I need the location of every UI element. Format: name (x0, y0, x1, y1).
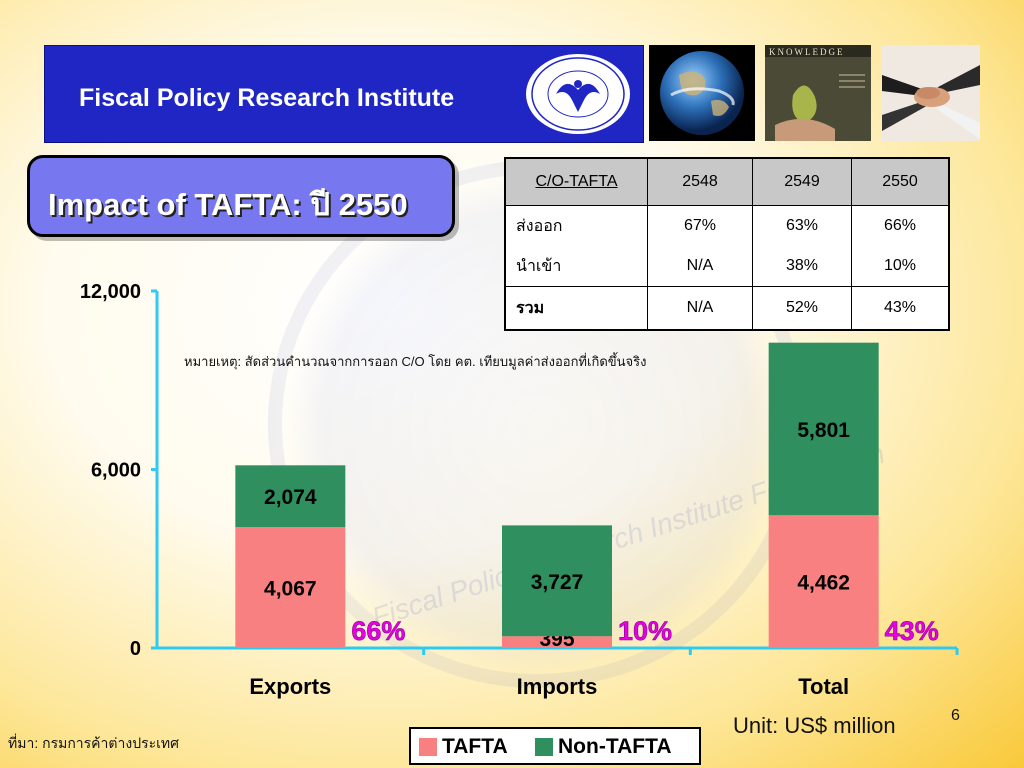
unit-label: Unit: US$ million (733, 713, 896, 738)
table-cell: 43% (851, 286, 949, 330)
table-row: นำเข้า N/A 38% 10% (504, 246, 949, 287)
bar-tafta-exports (235, 527, 346, 648)
legend-label-tafta: TAFTA (442, 735, 508, 758)
bar-non-tafta-imports (502, 525, 612, 637)
legend-swatch-non-tafta (535, 738, 553, 756)
chart-legend: TAFTA Non-TAFTA (409, 727, 701, 765)
teamwork-hands-photo (882, 45, 980, 141)
legend-swatch-tafta (419, 738, 437, 756)
table-header-cell: 2550 (851, 158, 949, 206)
share-label: 66% (351, 616, 405, 646)
table-header-cell: 2549 (752, 158, 852, 206)
table-cell: 63% (752, 205, 852, 246)
svg-text:KNOWLEDGE: KNOWLEDGE (769, 47, 845, 57)
bar-non-tafta-total (768, 342, 879, 516)
table-cell: ส่งออก (504, 205, 648, 246)
x-tick-label: Imports (517, 674, 598, 699)
x-tick-label: Total (798, 674, 849, 699)
legend-label-non-tafta: Non-TAFTA (558, 735, 672, 758)
earth-photo (649, 45, 755, 141)
table-cell: 52% (752, 286, 852, 330)
share-label: 10% (618, 616, 672, 646)
table-cell: N/A (647, 246, 753, 287)
header-title: Fiscal Policy Research Institute (79, 84, 455, 112)
table-cell: นำเข้า (504, 246, 648, 287)
institute-seal-logo (523, 51, 633, 137)
legend-item-tafta: TAFTA (419, 735, 508, 759)
bar-non-tafta-exports (235, 465, 346, 528)
table-header-cell: C/O-TAFTA (504, 158, 648, 206)
y-tick-label: 12,000 (80, 281, 141, 303)
data-label: 3,727 (531, 571, 584, 594)
share-label: 43% (885, 616, 939, 646)
table-header-row: C/O-TAFTA 2548 2549 2550 (504, 158, 949, 206)
legend-item-non-tafta: Non-TAFTA (535, 735, 672, 759)
table-cell: N/A (647, 286, 753, 330)
table-cell: 10% (851, 246, 949, 287)
table-row: รวม N/A 52% 43% (504, 286, 949, 330)
table-cell: 66% (851, 205, 949, 246)
table-row: ส่งออก 67% 63% 66% (504, 205, 949, 246)
data-label: 2,074 (264, 486, 317, 509)
bar-tafta-total (768, 515, 879, 648)
slide-title-box: Impact of TAFTA: ปี 2550 (27, 155, 455, 237)
page-number: 6 (951, 707, 960, 724)
slide-title: Impact of TAFTA: ปี 2550 (48, 187, 408, 222)
data-label: 5,801 (797, 419, 850, 442)
table-cell: รวม (504, 286, 648, 330)
data-label: 4,462 (797, 572, 850, 595)
knowledge-photo: KNOWLEDGE (765, 45, 871, 141)
source-note: ที่มา: กรมการค้าต่างประเทศ (8, 735, 180, 751)
bar-tafta-imports (502, 636, 612, 648)
table-header-cell: 2548 (647, 158, 753, 206)
x-tick-label: Exports (249, 674, 331, 699)
y-tick-label: 6,000 (91, 460, 141, 482)
header-bar: Fiscal Policy Research Institute (44, 45, 644, 143)
table-cell: 38% (752, 246, 852, 287)
co-tafta-table: C/O-TAFTA 2548 2549 2550 ส่งออก 67% 63% … (504, 157, 950, 331)
chart-note: หมายเหตุ: สัดส่วนคำนวณจากการออก C/O โดย … (184, 354, 647, 369)
data-label: 4,067 (264, 578, 317, 601)
y-tick-label: 0 (130, 638, 141, 660)
table-cell: 67% (647, 205, 753, 246)
